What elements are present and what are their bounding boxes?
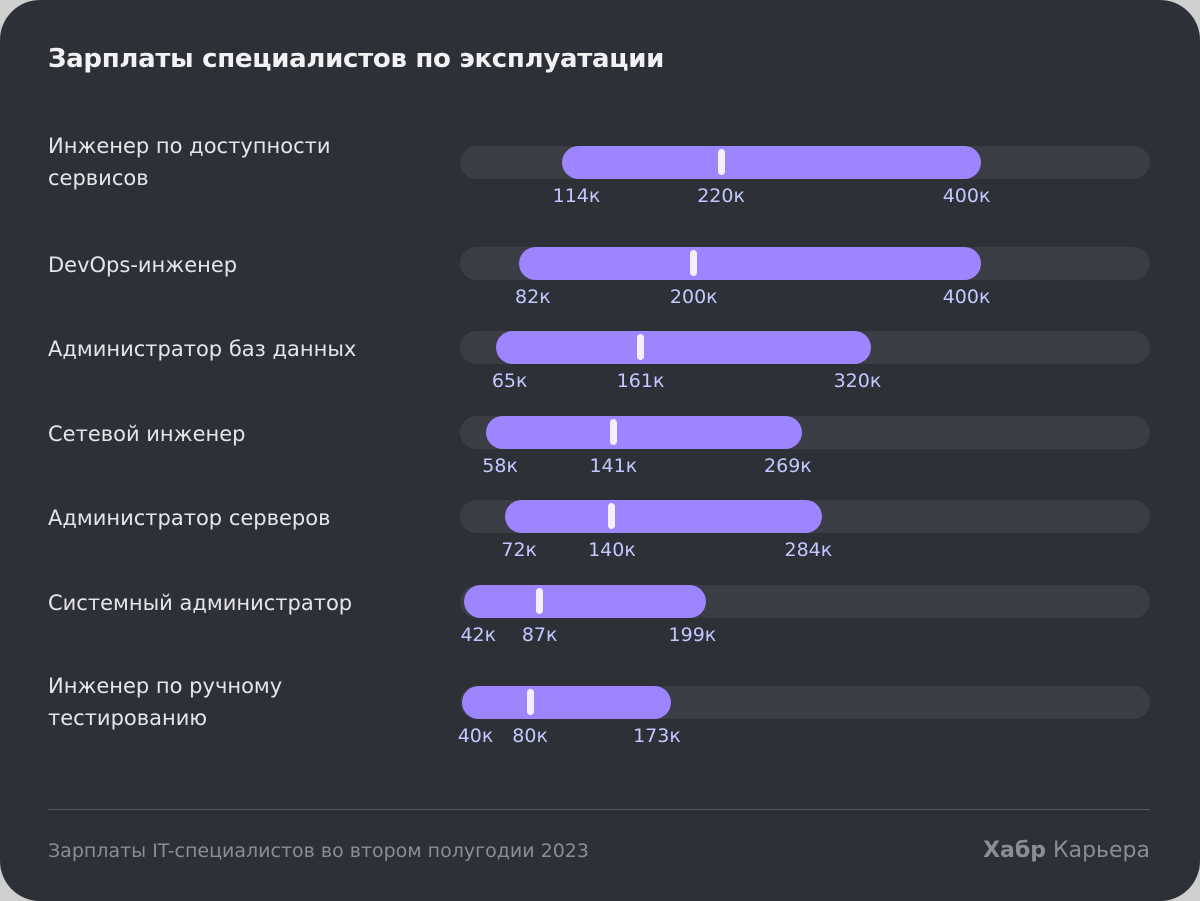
salary-range-bar (505, 500, 823, 533)
category-label-line: тестированию (48, 706, 208, 730)
median-value-label: 141к (589, 455, 638, 477)
min-value-label: 40к (457, 725, 494, 747)
divider (48, 809, 1150, 810)
salary-range-bar (461, 686, 671, 719)
salary-range-bar (562, 146, 981, 179)
min-value-label: 65к (491, 370, 528, 392)
min-value-label: 72к (501, 539, 538, 561)
median-value-label: 161к (616, 370, 665, 392)
logo-rest: Карьера (1045, 838, 1150, 863)
max-value-label: 199к (668, 624, 717, 646)
median-marker (637, 334, 645, 360)
category-label-line: Системный администратор (48, 591, 353, 615)
max-value-label: 284к (784, 539, 833, 561)
category-label-line: Администратор серверов (48, 506, 331, 530)
median-value-label: 140к (588, 539, 636, 561)
category-label: Инженер по ручному тестированию (48, 670, 438, 734)
max-value-label: 173к (633, 725, 681, 747)
median-marker (526, 689, 534, 715)
category-label: DevOps-инженер (48, 249, 438, 281)
min-value-label: 114к (552, 185, 601, 207)
max-value-label: 269к (764, 455, 812, 477)
min-value-label: 42к (460, 624, 497, 646)
median-marker (609, 419, 617, 445)
median-marker (717, 149, 725, 175)
median-value-label: 220к (697, 185, 745, 207)
chart-title: Зарплаты специалистов по эксплуатации (48, 44, 665, 74)
max-value-label: 400к (942, 286, 991, 308)
category-label-line: Администратор баз данных (48, 337, 357, 361)
category-label: Администратор баз данных (48, 333, 438, 365)
median-marker (690, 250, 698, 276)
category-label: Сетевой инженер (48, 418, 438, 450)
max-value-label: 320к (833, 370, 882, 392)
median-value-label: 87к (521, 624, 558, 646)
median-marker (608, 503, 616, 529)
logo-bold: Хабр (983, 838, 1046, 863)
habr-career-logo: Хабр Карьера (983, 838, 1150, 863)
category-label: Администратор серверов (48, 502, 438, 534)
category-label-line: сервисов (48, 166, 149, 190)
category-label-line: Инженер по ручному (48, 674, 283, 698)
salary-range-bar (518, 247, 981, 280)
category-label: Инженер по доступности сервисов (48, 130, 438, 194)
salary-range-bar (486, 416, 802, 449)
category-label-line: DevOps-инженер (48, 253, 238, 277)
median-value-label: 200к (669, 286, 718, 308)
min-value-label: 82к (515, 286, 551, 308)
salary-range-bar (495, 331, 872, 364)
min-value-label: 58к (482, 455, 518, 477)
salary-range-bar (464, 585, 707, 618)
median-value-label: 80к (512, 725, 548, 747)
source-note: Зарплаты IT-специалистов во втором полуг… (48, 840, 589, 862)
category-label-line: Инженер по доступности (48, 134, 331, 158)
max-value-label: 400к (942, 185, 991, 207)
category-label: Системный администратор (48, 587, 438, 619)
category-label-line: Сетевой инженер (48, 422, 246, 446)
median-marker (536, 588, 544, 614)
